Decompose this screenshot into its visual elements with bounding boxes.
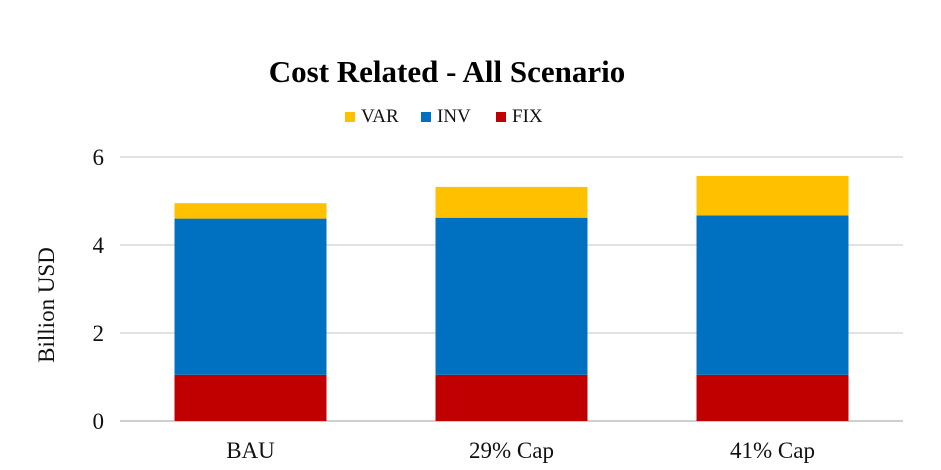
y-tick-label: 2 bbox=[93, 321, 105, 346]
y-tick-label: 6 bbox=[93, 145, 105, 170]
x-axis-ticks: BAU 29% Cap 41% Cap bbox=[226, 438, 815, 463]
bar-inv-1 bbox=[435, 217, 588, 375]
x-tick-label: BAU bbox=[226, 438, 275, 463]
y-tick-label: 0 bbox=[93, 409, 105, 434]
x-tick-label: 29% Cap bbox=[469, 438, 554, 463]
legend-swatch-inv bbox=[421, 112, 431, 122]
bar-inv-0 bbox=[174, 218, 327, 375]
chart-title: Cost Related - All Scenario bbox=[269, 54, 625, 89]
y-axis-ticks: 0 2 4 6 bbox=[93, 145, 105, 434]
bar-inv-2 bbox=[696, 215, 849, 375]
legend: VAR INV FIX bbox=[345, 106, 543, 127]
legend-label-inv: INV bbox=[437, 106, 471, 127]
bar-var-1 bbox=[435, 186, 588, 218]
bar-var-0 bbox=[174, 203, 327, 219]
bar-fix-0 bbox=[174, 374, 327, 421]
bar-var-2 bbox=[696, 175, 849, 216]
x-tick-label: 41% Cap bbox=[730, 438, 815, 463]
y-tick-label: 4 bbox=[93, 233, 105, 258]
bar-fix-2 bbox=[696, 374, 849, 421]
legend-label-fix: FIX bbox=[512, 106, 543, 127]
bar-fix-1 bbox=[435, 374, 588, 421]
y-axis-label: Billion USD bbox=[34, 247, 59, 363]
bars bbox=[174, 175, 849, 421]
legend-label-var: VAR bbox=[361, 106, 399, 127]
legend-swatch-var bbox=[345, 112, 355, 122]
legend-swatch-fix bbox=[496, 112, 506, 122]
